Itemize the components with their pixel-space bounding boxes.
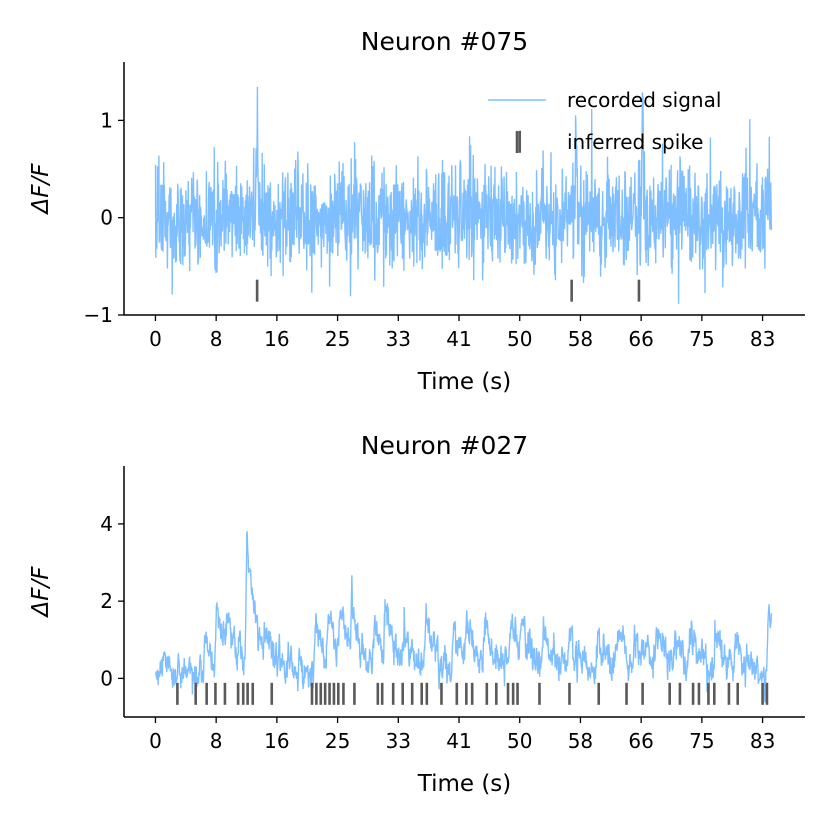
- y-axis-label: ΔF/F: [28, 566, 54, 619]
- x-tick-label: 83: [750, 327, 775, 351]
- x-tick-label: 0: [149, 729, 162, 753]
- y-tick-label: 0: [100, 206, 113, 230]
- x-tick-label: 33: [386, 729, 411, 753]
- y-axis-label: ΔF/F: [28, 163, 54, 216]
- y-tick-label: 0: [100, 666, 113, 690]
- x-tick-label: 33: [386, 327, 411, 351]
- x-axis-label: Time (s): [417, 771, 512, 797]
- x-tick-label: 66: [628, 729, 653, 753]
- x-axis-label: Time (s): [417, 369, 512, 395]
- x-tick-label: 66: [628, 327, 653, 351]
- y-tick-label: −1: [84, 303, 113, 327]
- signal-trace: [155, 531, 773, 703]
- panel-title: Neuron #075: [361, 27, 528, 56]
- legend-spike-label: inferred spike: [567, 130, 703, 154]
- y-tick-label: 2: [100, 589, 113, 613]
- x-tick-label: 8: [210, 327, 223, 351]
- x-tick-label: 75: [689, 327, 714, 351]
- spike-ticks: [176, 682, 769, 705]
- x-tick-label: 16: [264, 729, 289, 753]
- panel-1: Neuron #075 0 8 16 25 33 41 50 58 66 75 83 −1 0 1 Time …: [28, 27, 805, 395]
- signal-trace: [154, 86, 773, 304]
- y-tick-label: 1: [100, 108, 113, 132]
- x-tick-label: 0: [149, 327, 162, 351]
- x-tick-label: 83: [750, 729, 775, 753]
- x-tick-label: 16: [264, 327, 289, 351]
- x-tick-label: 41: [446, 327, 471, 351]
- panel-title: Neuron #027: [361, 431, 528, 460]
- legend-signal-label: recorded signal: [567, 88, 721, 112]
- panel-2: Neuron #027 0 8 16 25 33 41 50 58 66 75 83 0 2 4 Time (…: [28, 431, 805, 797]
- x-tick-label: 50: [507, 729, 532, 753]
- x-tick-label: 8: [210, 729, 223, 753]
- x-tick-label: 75: [689, 729, 714, 753]
- y-tick-label: 4: [100, 512, 113, 536]
- x-tick-label: 58: [568, 729, 593, 753]
- x-tick-label: 25: [325, 327, 350, 351]
- x-tick-label: 58: [568, 327, 593, 351]
- x-tick-label: 50: [507, 327, 532, 351]
- x-tick-label: 25: [325, 729, 350, 753]
- spike-ticks: [255, 130, 641, 302]
- legend: recorded signal inferred spike: [488, 88, 721, 154]
- x-tick-label: 41: [446, 729, 471, 753]
